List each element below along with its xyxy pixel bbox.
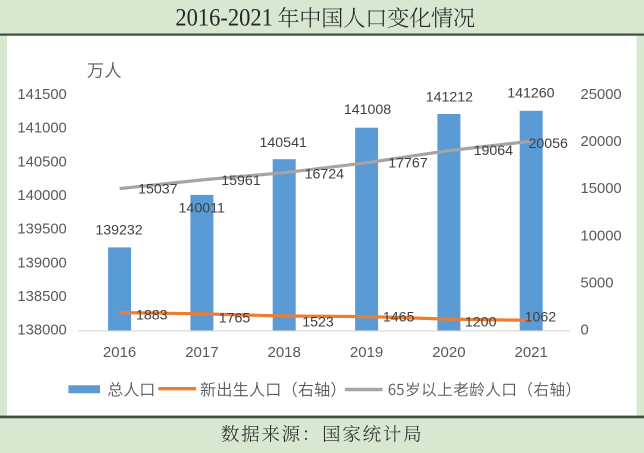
svg-text:5000: 5000 <box>581 276 614 292</box>
svg-text:141260: 141260 <box>507 86 554 102</box>
svg-text:141000: 141000 <box>17 121 66 137</box>
svg-text:140011: 140011 <box>179 201 225 217</box>
svg-text:141008: 141008 <box>344 102 391 118</box>
svg-text:0: 0 <box>581 323 589 339</box>
svg-text:139500: 139500 <box>17 222 66 238</box>
svg-text:19064: 19064 <box>474 143 514 159</box>
svg-text:140541: 140541 <box>260 135 307 151</box>
svg-text:25000: 25000 <box>581 87 622 103</box>
svg-text:1465: 1465 <box>383 309 415 325</box>
svg-text:15037: 15037 <box>138 182 178 198</box>
svg-text:2017: 2017 <box>185 344 218 361</box>
svg-text:141212: 141212 <box>426 89 473 105</box>
svg-text:2021: 2021 <box>515 344 548 361</box>
svg-text:20056: 20056 <box>528 136 568 152</box>
svg-text:17767: 17767 <box>388 156 428 172</box>
svg-text:141500: 141500 <box>17 87 66 103</box>
svg-text:138000: 138000 <box>17 323 66 339</box>
svg-text:15000: 15000 <box>581 181 622 197</box>
svg-text:2016-2021: 2016-2021 <box>175 4 272 31</box>
svg-text:138500: 138500 <box>17 289 66 305</box>
svg-text:2020: 2020 <box>432 344 465 361</box>
svg-text:1062: 1062 <box>525 309 557 325</box>
svg-text:139000: 139000 <box>17 255 66 271</box>
svg-text:10000: 10000 <box>581 228 622 244</box>
svg-text:16724: 16724 <box>305 167 345 183</box>
svg-text:15961: 15961 <box>221 173 261 189</box>
svg-text:2018: 2018 <box>268 344 301 361</box>
svg-text:1523: 1523 <box>302 315 334 331</box>
svg-text:1200: 1200 <box>465 315 497 331</box>
svg-text:20000: 20000 <box>581 134 622 150</box>
svg-text:139232: 139232 <box>95 223 142 239</box>
svg-text:1765: 1765 <box>219 310 251 326</box>
svg-text:1883: 1883 <box>136 308 168 324</box>
svg-text:2016: 2016 <box>103 344 136 361</box>
svg-text:2019: 2019 <box>350 344 383 361</box>
svg-text:140500: 140500 <box>17 154 66 170</box>
svg-text:140000: 140000 <box>17 188 66 204</box>
